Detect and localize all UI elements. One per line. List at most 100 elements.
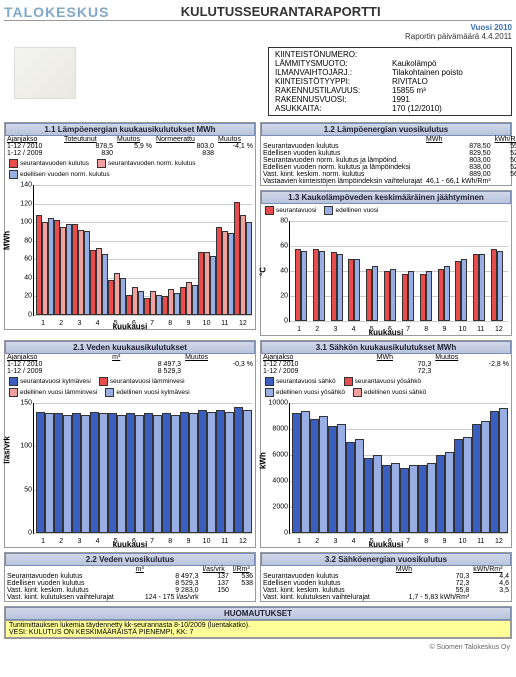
table-cell: 50,6: [493, 157, 516, 164]
prop-value: 1991: [390, 95, 507, 104]
bar: [490, 411, 499, 533]
legend-item: edellinen vuosi yösähkö: [265, 388, 345, 397]
table-cell: 55,4: [493, 143, 516, 150]
legend-item: edellinen vuosi: [324, 206, 378, 215]
bar: [337, 424, 346, 533]
panel-title: HUOMAUTUKSET: [5, 607, 511, 620]
panel-1-3: 1.3 Kaukolämpöveden keskimääräinen jääht…: [260, 190, 512, 336]
bar: [135, 415, 144, 533]
prop-value: Tilakohtainen poisto: [390, 68, 507, 77]
logo: TALOKESKUS: [4, 4, 109, 20]
chart-1-1: MWh 020406080100120140123456789101112 ku…: [5, 181, 255, 329]
legend-item: edellisen vuoden norm. kulutus: [9, 170, 110, 179]
bar: [427, 463, 436, 533]
table-cell: Seurantavuoden kulutus: [261, 573, 394, 580]
table-cell: 55,8: [394, 587, 471, 594]
legend-item: edellinen vuosi sähkö: [353, 388, 426, 397]
panel-3-2: 3.2 Sähköenergian vuosikulutus MWhkWh/Rm…: [260, 552, 512, 602]
bar: [391, 463, 400, 533]
bar: [292, 413, 301, 533]
table-cell: 1,7 - 5,83 kWh/Rm³: [394, 594, 471, 601]
table-cell: 4,6: [471, 580, 511, 587]
bar: [472, 424, 481, 533]
bar: [301, 411, 310, 533]
panel-title: 2.1 Veden kuukausikulutukset: [5, 341, 255, 354]
bar: [108, 413, 117, 533]
bar: [207, 412, 216, 533]
table-cell: Vast. kiint. kulutuksen vaihtelurajat: [261, 594, 394, 601]
notes-panel: HUOMAUTUKSET Tuntimittauksen lukemia täy…: [4, 606, 512, 639]
bar: [436, 455, 445, 533]
legend-item: seurantavuoden kulutus: [9, 159, 89, 168]
bar: [225, 412, 234, 533]
bar: [337, 254, 343, 322]
bar: [373, 455, 382, 533]
table-cell: Vast. kiint. kulutuksen vaihtelurajat: [5, 594, 134, 601]
bar: [246, 222, 252, 315]
prop-value: 15855 m³: [390, 86, 507, 95]
table-cell: 56,1: [493, 171, 516, 178]
table-cell: [216, 150, 255, 157]
prop-value: Kaukolämpö: [390, 59, 507, 68]
bar: [45, 413, 54, 533]
table-cell: [183, 368, 255, 375]
table-cell: 878,5: [62, 143, 115, 150]
table-cell: [201, 594, 231, 601]
table-cell: 4,4: [471, 573, 511, 580]
table-cell: 72,3: [375, 368, 434, 375]
bar: [444, 266, 450, 321]
bar: [400, 468, 409, 533]
bar: [364, 458, 373, 533]
table-cell: 803,00: [424, 157, 493, 164]
bar: [63, 415, 72, 533]
bar: [418, 465, 427, 533]
table-cell: 829,50: [424, 150, 493, 157]
table-cell: 72,3: [394, 580, 471, 587]
chart-1-3: °C 020406080123456789101112 kuukausi: [261, 217, 511, 335]
bar: [499, 408, 508, 533]
prop-label: ILMANVAIHTOJÄRJ.:: [273, 68, 390, 77]
table-cell: 830: [62, 150, 115, 157]
table-cell: 124 - 175 l/as/vrk: [134, 594, 201, 601]
bar: [319, 416, 328, 533]
table-cell: 8 497,3: [110, 361, 183, 368]
bar: [372, 266, 378, 321]
bar: [355, 439, 364, 533]
bar: [463, 437, 472, 533]
note-line: VESI: KULUTUS ON KESKIMÄÄRÄISTÄ PIENEMPI…: [9, 629, 507, 636]
legend-item: edellinen vuosi lämminvesi: [9, 388, 97, 397]
table-cell: Edellisen vuoden norm. kulutus ja lämpöi…: [261, 164, 424, 171]
prop-label: KIINTEISTÖNUMERO:: [273, 50, 390, 59]
prop-value: RIVITALO: [390, 77, 507, 86]
bar: [153, 415, 162, 533]
panel-1-1: 1.1 Lämpöenergian kuukausikulutukset MWh…: [4, 122, 256, 330]
bar: [180, 412, 189, 533]
prop-value: [390, 50, 507, 59]
prop-label: LÄMMITYSMUOTO:: [273, 59, 390, 68]
table-cell: [433, 368, 511, 375]
bar: [479, 254, 485, 322]
panel-title: 3.1 Sähkön kuukausikulutukset MWh: [261, 341, 511, 354]
bar: [461, 259, 467, 322]
table-cell: 137: [201, 580, 231, 587]
table-cell: [231, 587, 255, 594]
bar: [189, 413, 198, 533]
panel-title: 2.2 Veden vuosikulutus: [5, 553, 255, 566]
table-cell: 1-12 / 2009: [5, 150, 62, 157]
prop-label: RAKENNUSVUOSI:: [273, 95, 390, 104]
table-cell: 889,00: [424, 171, 493, 178]
bar: [390, 269, 396, 322]
table-cell: Vast. kiint. keskim. kulutus: [5, 587, 134, 594]
panel-title: 3.2 Sähköenergian vuosikulutus: [261, 553, 511, 566]
chart-2-1: l/as/vrk 050100150123456789101112 kuukau…: [5, 399, 255, 547]
table-cell: 8 529,3: [110, 368, 183, 375]
property-info: KIINTEISTÖNUMERO:LÄMMITYSMUOTO:Kaukolämp…: [268, 47, 512, 116]
table-cell: 878,50: [424, 143, 493, 150]
table-cell: 137: [201, 573, 231, 580]
bar: [301, 251, 307, 321]
table-cell: Seurantavuoden kulutus: [5, 573, 134, 580]
table-cell: 1-12 / 2010: [5, 143, 62, 150]
bar: [445, 452, 454, 533]
bar: [426, 271, 432, 321]
table-cell: [231, 594, 255, 601]
